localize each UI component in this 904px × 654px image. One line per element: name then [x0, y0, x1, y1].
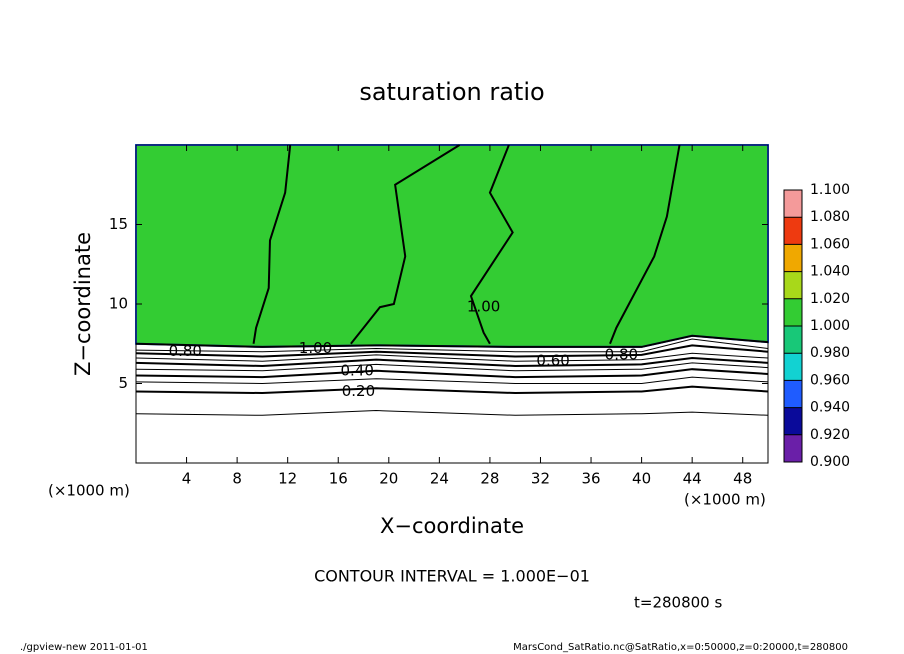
x-tick-label: 16 [329, 470, 348, 488]
contour-line [135, 385, 769, 395]
colorbar-swatch [784, 271, 802, 299]
colorbar-swatch [784, 380, 802, 408]
colorbar-label: 1.080 [810, 209, 850, 225]
y-tick-label: 10 [109, 295, 128, 313]
colorbar-swatch [784, 244, 802, 272]
y-tick-label: 5 [118, 374, 128, 392]
colorbar-swatch [784, 353, 802, 381]
contour-line [135, 344, 769, 358]
contour-label: 0.80 [169, 342, 202, 360]
colorbar-label: 0.900 [810, 454, 850, 470]
contour-label: 0.80 [605, 345, 638, 363]
colorbar-swatch [784, 326, 802, 354]
x-tick-label: 40 [632, 470, 651, 488]
colorbar-label: 1.000 [810, 318, 850, 334]
colorbar-label: 1.060 [810, 236, 850, 252]
colorbar-swatch [784, 217, 802, 245]
contour-label: 0.20 [342, 382, 375, 400]
colorbar-label: 1.040 [810, 264, 850, 280]
colorbar-label: 0.940 [810, 400, 850, 416]
contour-label: 1.00 [299, 339, 332, 357]
contour-label: 0.40 [340, 361, 373, 379]
x-tick-label: 36 [581, 470, 600, 488]
x-unit-label: (×1000 m) [684, 491, 766, 509]
colorbar-swatch [784, 434, 802, 462]
contour-label: 1.00 [467, 298, 500, 316]
x-tick-label: 20 [379, 470, 398, 488]
contour-line [350, 144, 461, 345]
contour-line [135, 338, 769, 353]
footer-left: ./gpview-new 2011-01-01 [20, 642, 148, 653]
contour-line [135, 334, 769, 348]
footer-right: MarsCond_SatRatio.nc@SatRatio,x=0:50000,… [513, 642, 848, 653]
colorbar-label: 0.980 [810, 345, 850, 361]
y-axis-label: Z−coordinate [71, 232, 95, 376]
y-unit-label: (×1000 m) [48, 482, 130, 500]
contour-line [469, 144, 514, 345]
x-tick-label: 32 [531, 470, 550, 488]
contour-line [135, 368, 769, 379]
colorbar-label: 0.920 [810, 427, 850, 443]
chart-title: saturation ratio [359, 78, 544, 106]
contour-line [135, 410, 769, 416]
x-tick-label: 44 [683, 470, 702, 488]
contour-line [135, 357, 769, 368]
contour-line [252, 144, 292, 344]
contour-label: 0.60 [536, 352, 569, 370]
contour-interval: CONTOUR INTERVAL = 1.000E−01 [314, 567, 590, 586]
colorbar-swatch [784, 407, 802, 435]
contour-line [135, 352, 769, 362]
x-tick-label: 48 [733, 470, 752, 488]
colorbar-swatch [784, 190, 802, 218]
x-tick-label: 8 [232, 470, 242, 488]
x-tick-label: 12 [278, 470, 297, 488]
time-label: t=280800 s [634, 594, 722, 612]
x-tick-label: 24 [430, 470, 449, 488]
colorbar-swatch [784, 298, 802, 326]
colorbar-label: 0.960 [810, 372, 850, 388]
contour-line [609, 144, 681, 345]
x-axis-label: X−coordinate [380, 514, 524, 538]
x-tick-label: 4 [182, 470, 192, 488]
contour-line [135, 376, 769, 385]
colorbar-label: 1.020 [810, 291, 850, 307]
contour-line [135, 362, 769, 372]
y-tick-label: 15 [109, 215, 128, 233]
x-tick-label: 28 [480, 470, 499, 488]
colorbar-label: 1.100 [810, 182, 850, 198]
